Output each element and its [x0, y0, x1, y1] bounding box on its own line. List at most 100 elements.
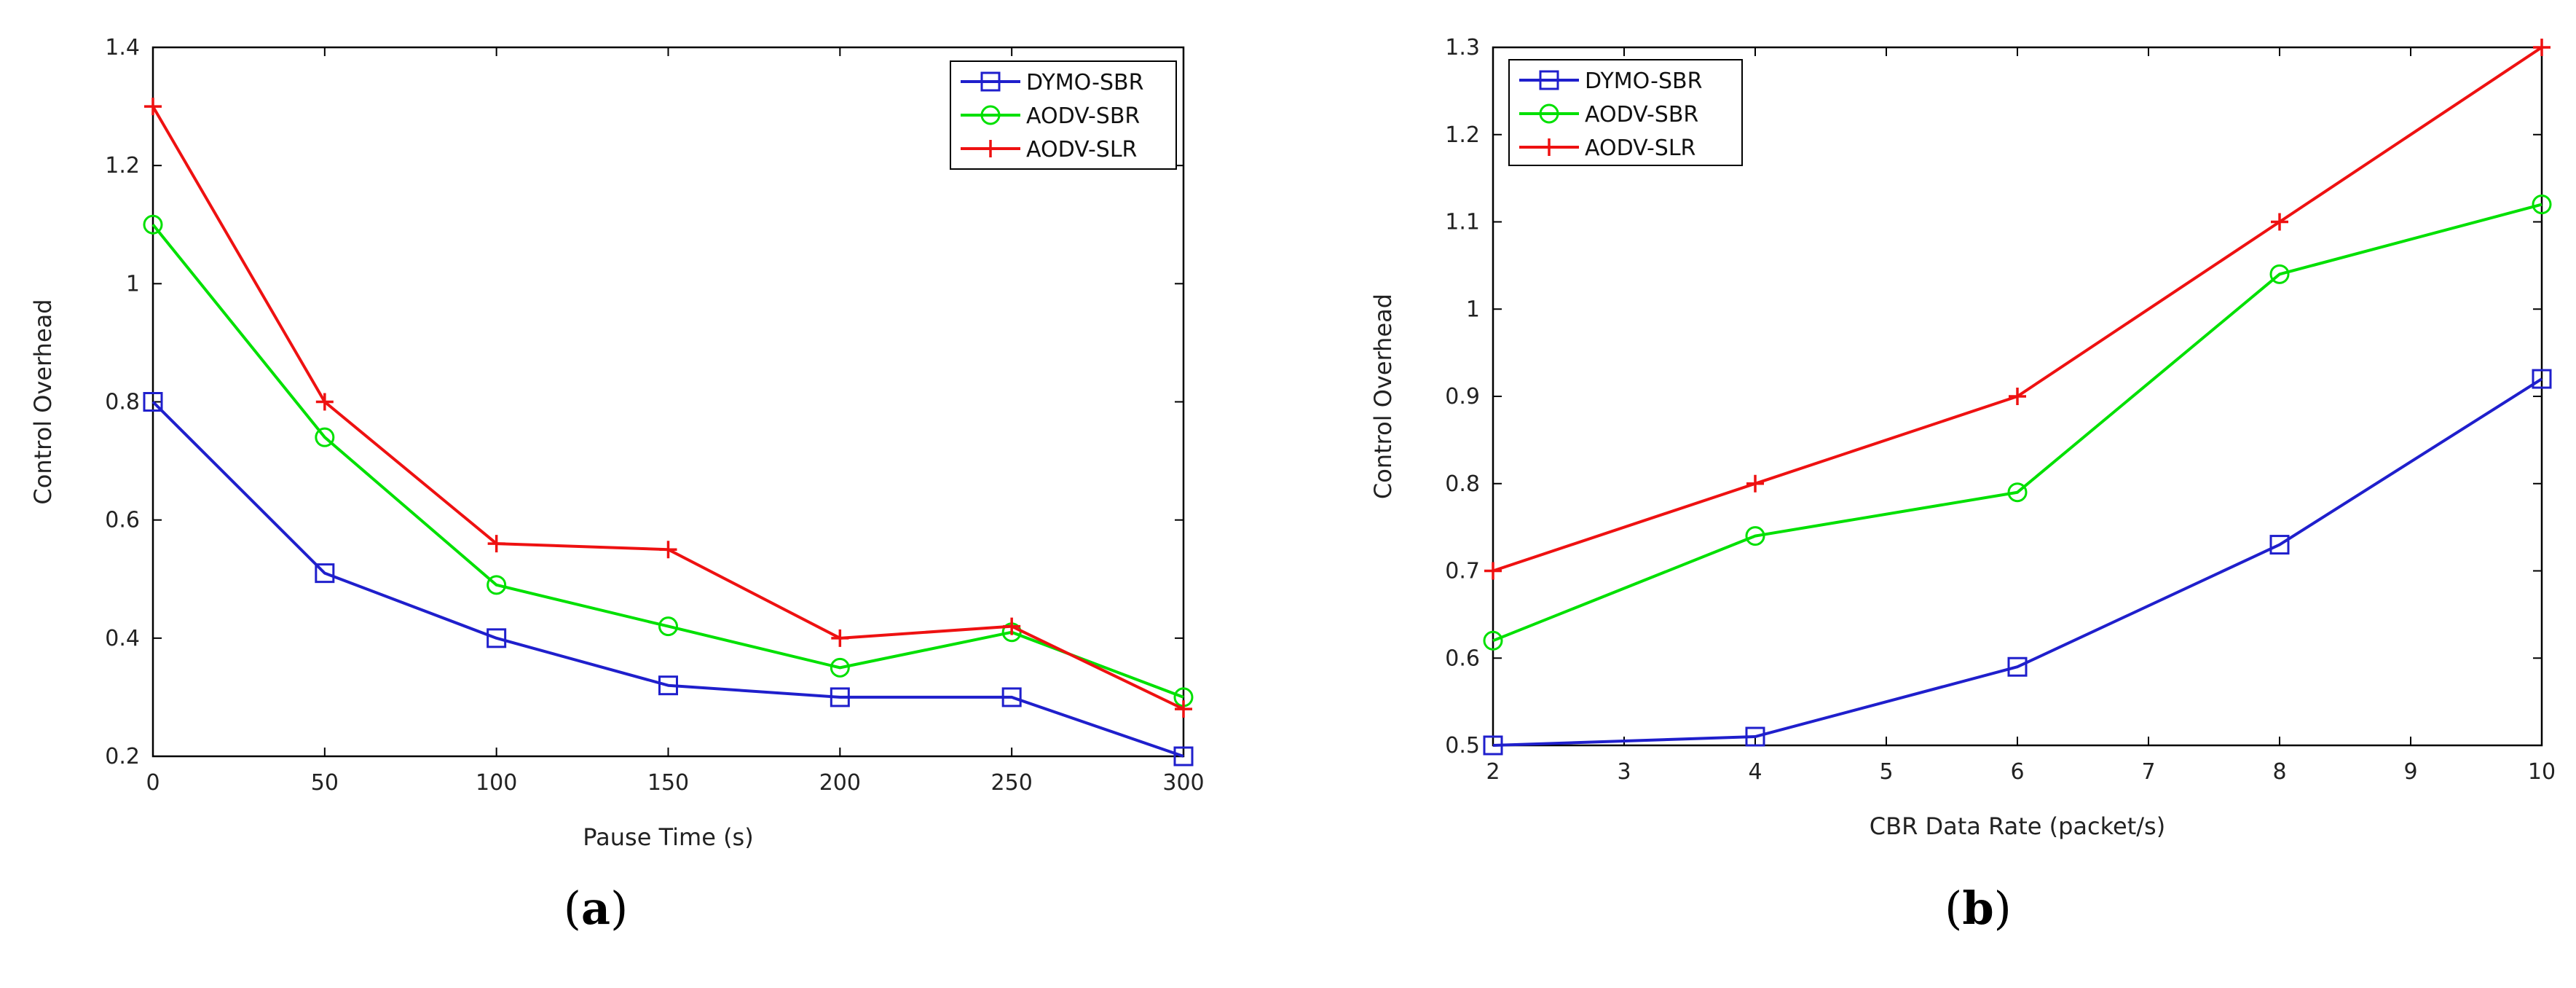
- x-tick-label: 250: [991, 770, 1033, 796]
- data-point: [658, 675, 678, 696]
- y-tick-label: 1.1: [1445, 210, 1480, 235]
- x-tick-label: 10: [2528, 759, 2556, 785]
- legend: DYMO-SBR AODV-SBR AODV-SLR: [950, 60, 1177, 170]
- data-point: [1745, 726, 1765, 747]
- legend-marker: [1540, 138, 1558, 156]
- x-tick-label: 0: [146, 770, 159, 796]
- legend-marker: [1539, 103, 1559, 124]
- panel-caption: (a): [564, 882, 629, 935]
- legend-marker: [982, 140, 999, 157]
- data-point: [143, 392, 163, 412]
- data-point: [2007, 482, 2028, 503]
- x-tick-label: 7: [2141, 759, 2155, 785]
- chart-panel-b: 2 3 4 5 6 7 8 9 10 0.5 0.6 0.7 0.8 0.9 1 1.1 1.2 1.3 CBR D…: [1369, 35, 2556, 935]
- data-point: [315, 393, 334, 411]
- series-line: [151, 401, 1184, 758]
- legend-label: AODV-SLR: [1026, 137, 1137, 162]
- data-point: [658, 616, 678, 637]
- series-aodv-slr: [144, 98, 1192, 718]
- legend-marker: [980, 71, 1001, 92]
- data-point: [1001, 687, 1022, 707]
- series-line: [1492, 377, 2543, 747]
- y-axis-label: Control Overhead: [1369, 294, 1397, 499]
- data-point: [1173, 746, 1194, 767]
- x-tick-label: 200: [819, 770, 861, 796]
- x-tick-label: 100: [476, 770, 517, 796]
- x-tick-label: 50: [311, 770, 339, 796]
- y-tick-label: 0.8: [1445, 471, 1480, 497]
- x-tick-label: 4: [1748, 759, 1762, 785]
- x-tick-label: 300: [1162, 770, 1204, 796]
- series-line: [151, 223, 1184, 699]
- data-point: [1745, 526, 1765, 546]
- series-line: [1492, 203, 2542, 643]
- caption-open: (: [1945, 882, 1962, 935]
- x-tick-label: 8: [2272, 759, 2286, 785]
- data-point: [2007, 656, 2028, 677]
- data-point: [1003, 617, 1021, 635]
- y-tick-label: 1: [126, 271, 140, 297]
- data-point: [487, 535, 505, 553]
- data-point: [487, 575, 507, 595]
- chart-panel-a: 0 50 100 150 200 250 300 0.2 0.4 0.6 0.8 1 1.2 1.4 Pau…: [29, 35, 1205, 935]
- caption-letter: a: [581, 882, 610, 935]
- caption-close: ): [610, 882, 628, 935]
- y-tick-label: 1.2: [105, 153, 140, 179]
- data-point: [144, 98, 162, 116]
- y-tick-label: 0.4: [105, 626, 140, 651]
- data-point: [315, 427, 335, 447]
- caption-close: ): [1994, 882, 2012, 935]
- x-axis-label: CBR Data Rate (packet/s): [1870, 812, 2165, 840]
- x-tick-label: 5: [1879, 759, 1893, 785]
- x-tick-label: 9: [2403, 759, 2417, 785]
- data-point: [830, 657, 850, 678]
- y-tick-label: 0.5: [1445, 733, 1480, 758]
- data-point: [2532, 369, 2552, 389]
- caption-open: (: [564, 882, 581, 935]
- data-point: [1483, 735, 1503, 756]
- y-tick-label: 1.2: [1445, 122, 1480, 148]
- series-dymo-sbr: [143, 392, 1194, 767]
- data-point: [830, 687, 850, 707]
- data-point: [2533, 39, 2551, 56]
- data-point: [1483, 630, 1503, 651]
- legend-label: AODV-SBR: [1026, 103, 1140, 129]
- data-point: [2271, 213, 2288, 231]
- series-dymo-sbr: [1483, 369, 2552, 756]
- data-point: [2532, 195, 2552, 215]
- data-point: [831, 629, 849, 647]
- x-tick-label: 150: [647, 770, 689, 796]
- y-tick-label: 0.9: [1445, 384, 1480, 409]
- y-tick-label: 0.6: [105, 508, 140, 533]
- data-point: [2269, 535, 2290, 555]
- y-tick-label: 0.6: [1445, 646, 1480, 671]
- y-tick-label: 0.7: [1445, 559, 1480, 584]
- x-tick-label: 2: [1486, 759, 1500, 785]
- x-tick-label: 6: [2010, 759, 2024, 785]
- data-point: [487, 628, 507, 648]
- y-tick-label: 1.3: [1445, 35, 1480, 60]
- data-point: [659, 541, 677, 559]
- series-aodv-sbr: [143, 214, 1194, 707]
- x-tick-label: 3: [1617, 759, 1631, 785]
- legend-label: AODV-SBR: [1585, 102, 1698, 128]
- y-tick-label: 0.2: [105, 744, 140, 769]
- series-aodv-sbr: [1483, 195, 2552, 651]
- data-point: [1175, 700, 1192, 718]
- panel-caption: (b): [1945, 882, 2012, 935]
- y-tick-label: 0.8: [105, 390, 140, 415]
- legend-label: AODV-SLR: [1585, 136, 1695, 161]
- data-point: [2269, 264, 2290, 284]
- data-point: [1746, 474, 1764, 493]
- legend: DYMO-SBR AODV-SBR AODV-SLR: [1508, 59, 1743, 166]
- legend-marker: [980, 105, 1001, 125]
- data-point: [315, 563, 335, 584]
- legend-marker: [1539, 70, 1559, 90]
- caption-letter: b: [1962, 882, 1993, 935]
- data-point: [1484, 562, 1502, 580]
- legend-label: DYMO-SBR: [1585, 68, 1702, 94]
- x-axis-label: Pause Time (s): [583, 823, 753, 851]
- data-point: [2009, 388, 2026, 405]
- legend-label: DYMO-SBR: [1026, 70, 1143, 95]
